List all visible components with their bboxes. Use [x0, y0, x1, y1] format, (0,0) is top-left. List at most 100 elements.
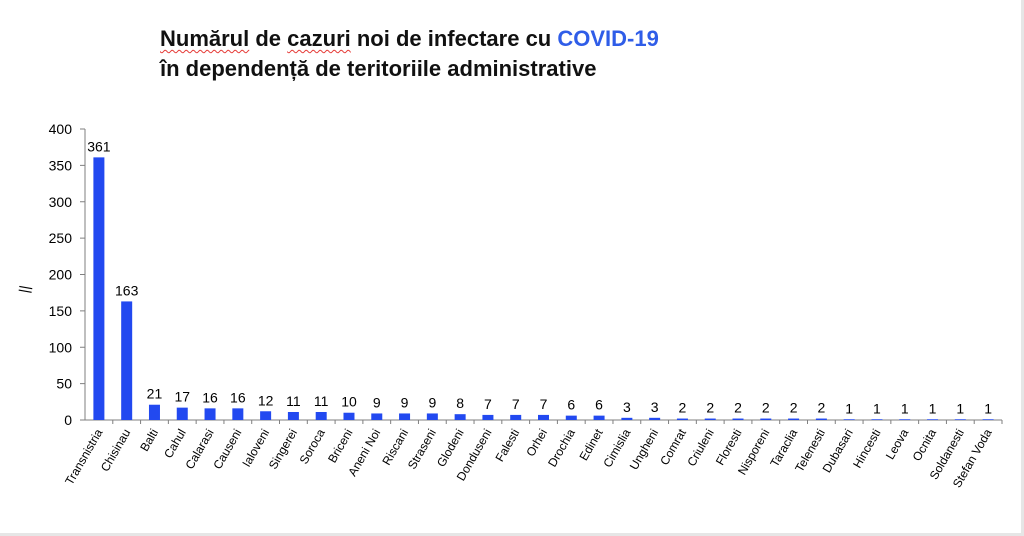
y-tick-label: 250 [49, 230, 73, 246]
bar [315, 411, 327, 420]
bar [538, 414, 549, 420]
bar [565, 415, 577, 420]
bar [649, 417, 661, 420]
bar-value-label: 6 [567, 397, 575, 413]
bar-value-label: 2 [679, 400, 687, 416]
y-tick-label: 400 [49, 121, 73, 137]
bar [260, 411, 272, 420]
bar-value-label: 8 [456, 395, 464, 411]
x-tick-label: Hincesti [850, 427, 883, 471]
title-word-cazuri: cazuri [287, 26, 351, 51]
bar-value-label: 12 [258, 392, 274, 408]
bar-value-label: 1 [873, 400, 881, 416]
bar [399, 413, 411, 420]
bar-value-label: 1 [984, 400, 992, 416]
title-text-b: noi de infectare cu [350, 26, 558, 51]
bar [121, 301, 133, 420]
bar [148, 404, 160, 420]
bar-value-label: 10 [341, 394, 357, 410]
bar [704, 418, 716, 420]
y-axis-label: || [16, 284, 33, 294]
bar-value-label: 1 [901, 400, 909, 416]
bar [676, 418, 688, 420]
x-tick-label: Criuleni [684, 427, 716, 469]
bar-value-label: 7 [540, 396, 548, 412]
x-tick-label: Leova [883, 426, 912, 462]
x-tick-label: Cahul [161, 427, 189, 461]
bar-value-label: 1 [929, 400, 937, 416]
bar [426, 413, 438, 420]
chart-title: Numărul de cazuri noi de infectare cu CO… [160, 24, 659, 84]
bar-value-label: 9 [428, 394, 436, 410]
bar-value-label: 2 [706, 400, 714, 416]
x-tick-label: Transnistria [62, 426, 105, 487]
frame-edge-right [1021, 0, 1024, 536]
bar-value-label: 21 [147, 386, 163, 402]
bar [510, 414, 522, 420]
chart-title-line-1: Numărul de cazuri noi de infectare cu CO… [160, 24, 659, 54]
y-tick-label: 150 [49, 303, 73, 319]
x-tick-label: Briceni [325, 427, 355, 466]
x-tick-label: Balti [137, 427, 161, 454]
bar [815, 418, 827, 420]
bar [843, 419, 855, 420]
y-tick-label: 350 [49, 157, 73, 173]
x-tick-label: Edinet [577, 426, 606, 463]
bar-value-label: 16 [202, 389, 218, 405]
title-word-numarul: Numărul [160, 26, 250, 51]
x-tick-label: Orhei [523, 427, 550, 459]
bar-value-label: 11 [314, 393, 329, 409]
bar [760, 418, 772, 420]
bar-value-label: 2 [734, 400, 742, 416]
frame-edge-bottom [0, 533, 1024, 536]
bar-value-label: 17 [174, 389, 190, 405]
bar [899, 419, 911, 420]
x-tick-label: Drochia [545, 426, 578, 469]
bar-value-label: 9 [373, 394, 381, 410]
bar-value-label: 163 [115, 282, 139, 298]
y-tick-label: 0 [64, 412, 72, 428]
bar [287, 411, 299, 420]
bar-value-label: 3 [623, 399, 631, 415]
bar-value-label: 1 [956, 400, 964, 416]
x-tick-label: Falesti [493, 427, 523, 465]
y-tick-label: 300 [49, 194, 73, 210]
bar [621, 417, 633, 420]
bar [176, 407, 188, 420]
bar-value-label: 7 [484, 396, 492, 412]
bar [871, 419, 883, 420]
title-text-a: de [249, 26, 288, 51]
bar [454, 414, 466, 420]
bar-value-label: 11 [286, 393, 301, 409]
x-tick-label: Soroca [297, 426, 328, 466]
bar [593, 415, 605, 420]
y-tick-label: 100 [49, 339, 73, 355]
bar-value-label: 2 [762, 400, 770, 416]
bar-value-label: 2 [790, 400, 798, 416]
bar [732, 418, 744, 420]
x-tick-label: Ocnita [910, 426, 940, 463]
bar [343, 412, 355, 420]
bar [788, 418, 800, 420]
bar-value-label: 2 [817, 400, 825, 416]
bar [482, 414, 494, 420]
bar [954, 419, 966, 420]
bar-value-label: 7 [512, 396, 520, 412]
bar-value-label: 3 [651, 399, 659, 415]
bar [371, 413, 383, 420]
chart-title-line-2: în dependență de teritoriile administrat… [160, 56, 597, 81]
bar-value-label: 16 [230, 389, 246, 405]
title-covid-19: COVID-19 [557, 26, 659, 51]
bar-value-label: 6 [595, 397, 603, 413]
y-tick-label: 200 [49, 267, 73, 283]
bar [93, 157, 105, 420]
bar-value-label: 1 [845, 400, 853, 416]
bar-value-label: 361 [87, 138, 111, 154]
bar [204, 408, 216, 420]
y-tick-label: 50 [56, 376, 72, 392]
bar [927, 419, 939, 420]
bar [982, 419, 994, 420]
bar-value-label: 9 [401, 394, 409, 410]
